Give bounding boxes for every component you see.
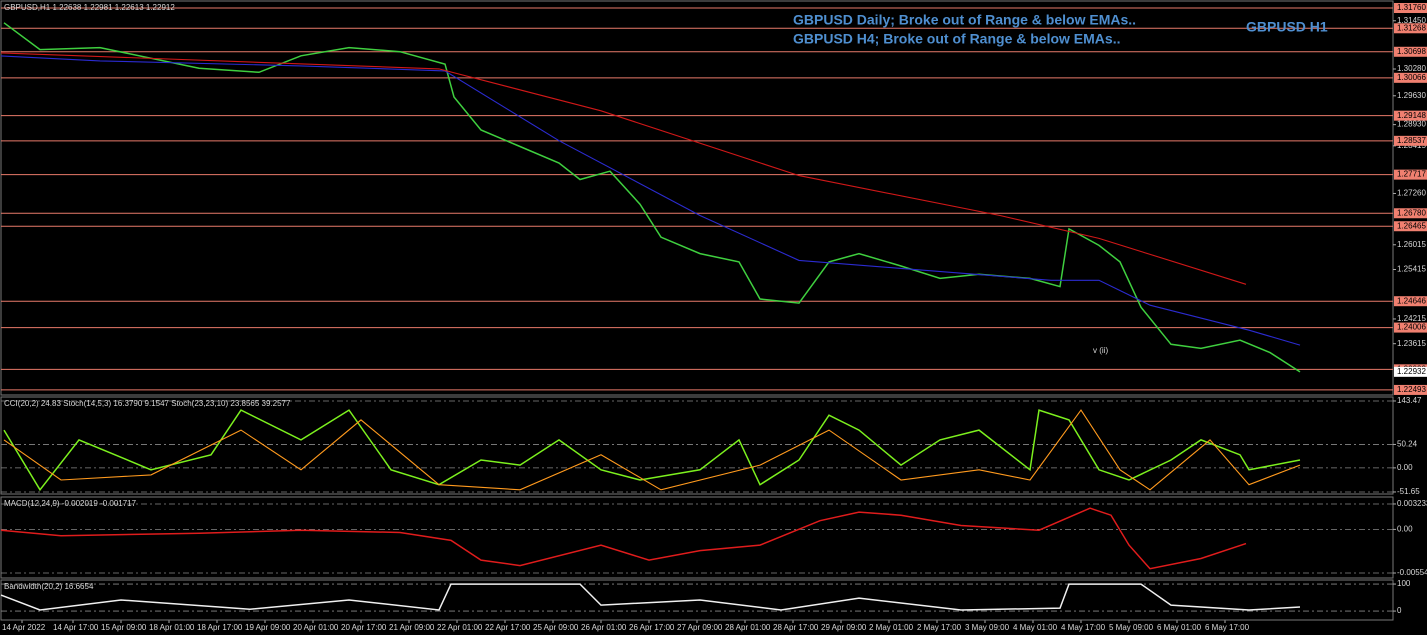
y-tick-label: 1.28930: [1397, 120, 1426, 129]
x-tick-label: 20 Apr 17:00: [341, 623, 387, 632]
x-tick-label: 26 Apr 01:00: [581, 623, 627, 632]
y-tick-label: 0: [1397, 606, 1402, 615]
x-tick-label: 2 May 01:00: [869, 623, 914, 632]
x-tick-label: 28 Apr 17:00: [773, 623, 819, 632]
series-line: [0, 52, 1247, 285]
level-tag: [1394, 322, 1427, 333]
pane-title: GBPUSD,H1 1.22638 1.22981 1.22613 1.2291…: [4, 3, 175, 12]
y-tick-label: 0.003233: [1397, 499, 1427, 508]
y-tick-label: 50.24: [1397, 440, 1418, 449]
x-tick-label: 15 Apr 09:00: [101, 623, 147, 632]
y-tick-label: -51.65: [1397, 487, 1420, 496]
pane-frame: [0, 579, 1394, 621]
x-tick-label: 26 Apr 17:00: [629, 623, 675, 632]
level-label: 1.30698: [1397, 47, 1426, 56]
series-line: [0, 583, 1301, 611]
x-tick-label: 5 May 09:00: [1109, 623, 1154, 632]
level-label: 1.31760: [1397, 3, 1426, 12]
x-tick-label: 22 Apr 01:00: [437, 623, 483, 632]
x-tick-label: 19 Apr 09:00: [245, 623, 291, 632]
y-tick-label: 1.25415: [1397, 265, 1426, 274]
pane-frame: [0, 496, 1394, 579]
pane-frame: [0, 396, 1394, 495]
level-label: 1.26780: [1397, 208, 1426, 217]
y-tick-label: 1.26015: [1397, 240, 1426, 249]
level-tag: [1394, 110, 1427, 121]
pane-title: MACD(12,24,9) -0.002019 -0.001717: [4, 499, 137, 508]
y-tick-label: 1.29630: [1397, 91, 1426, 100]
x-tick-label: 22 Apr 17:00: [485, 623, 531, 632]
level-tag: [1394, 23, 1427, 34]
level-tag: [1394, 384, 1427, 395]
x-tick-label: 27 Apr 09:00: [677, 623, 723, 632]
x-tick-label: 2 May 17:00: [917, 623, 962, 632]
level-label: 1.22493: [1397, 385, 1426, 394]
level-tag: [1394, 46, 1427, 57]
x-tick-label: 25 Apr 09:00: [533, 623, 579, 632]
series-line: [3, 409, 1301, 491]
level-label: 1.30066: [1397, 73, 1426, 82]
level-tag: [1394, 72, 1427, 83]
x-tick-label: 18 Apr 01:00: [149, 623, 195, 632]
annotation: GBPUSD H1: [1246, 19, 1328, 35]
x-tick-label: 4 May 17:00: [1061, 623, 1106, 632]
x-tick-label: 14 Apr 2022: [2, 623, 46, 632]
x-tick-label: 6 May 17:00: [1205, 623, 1250, 632]
y-tick-label: 1.23615: [1397, 339, 1426, 348]
x-tick-label: 3 May 09:00: [965, 623, 1010, 632]
annotation: GBPUSD H4; Broke out of Range & below EM…: [793, 31, 1120, 47]
level-label: 1.29148: [1397, 111, 1426, 120]
level-label: 1.26465: [1397, 221, 1426, 230]
x-tick-label: 28 Apr 01:00: [725, 623, 771, 632]
y-tick-label: 143.47: [1397, 396, 1422, 405]
y-tick-label: 0.00: [1397, 525, 1413, 534]
x-tick-label: 21 Apr 09:00: [389, 623, 435, 632]
x-tick-label: 29 Apr 09:00: [821, 623, 867, 632]
y-tick-label: 0.00: [1397, 463, 1413, 472]
y-tick-label: -0.005546: [1397, 568, 1427, 577]
last-price-label: 1.22932: [1397, 367, 1426, 376]
series-line: [3, 22, 1301, 373]
y-tick-label: 1.31450: [1397, 16, 1426, 25]
series-line: [0, 507, 1247, 570]
series-line: [3, 409, 1301, 492]
level-label: 1.31268: [1397, 23, 1426, 32]
level-tag: [1394, 169, 1427, 180]
y-tick-label: 1.24215: [1397, 314, 1426, 323]
y-tick-label: 1.27260: [1397, 189, 1426, 198]
y-tick-label: 100: [1397, 579, 1411, 588]
level-tag: [1394, 296, 1427, 307]
y-tick-label: 1.30280: [1397, 64, 1426, 73]
level-label: 1.24646: [1397, 296, 1426, 305]
level-label: 1.24006: [1397, 323, 1426, 332]
x-tick-label: 18 Apr 17:00: [197, 623, 243, 632]
level-tag: [1394, 221, 1427, 232]
series-line: [0, 55, 1301, 346]
x-tick-label: 14 Apr 17:00: [53, 623, 99, 632]
pane-title: CCI(20,2) 24.83 Stoch(14,5,3) 16.3790 9.…: [4, 399, 291, 408]
level-tag: [1394, 3, 1427, 14]
annotation: v (ii): [1093, 346, 1108, 355]
annotation: GBPUSD Daily; Broke out of Range & below…: [793, 12, 1136, 28]
x-tick-label: 6 May 01:00: [1157, 623, 1202, 632]
level-tag: [1394, 135, 1427, 146]
last-price-tag: [1394, 366, 1427, 377]
level-label: 1.28537: [1397, 136, 1426, 145]
pane-title: Bandwidth(20,2) 16.6654: [4, 582, 94, 591]
pane-frame: [0, 0, 1394, 396]
level-tag: [1394, 208, 1427, 219]
x-tick-label: 4 May 01:00: [1013, 623, 1058, 632]
level-label: 1.27717: [1397, 170, 1426, 179]
x-tick-label: 20 Apr 01:00: [293, 623, 339, 632]
